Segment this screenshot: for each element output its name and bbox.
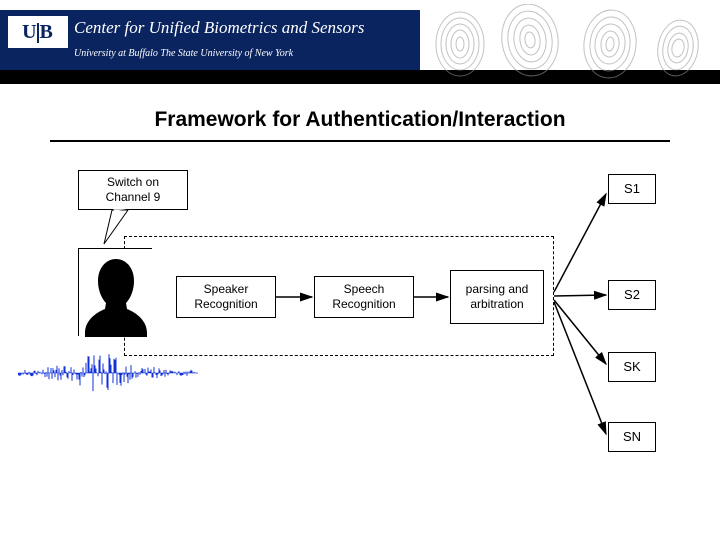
node-parsing-arbitration: parsing and arbitration xyxy=(450,270,544,324)
node-speech-recognition: Speech Recognition xyxy=(314,276,414,318)
audio-waveform xyxy=(18,348,198,398)
silhouette-icon xyxy=(79,249,153,337)
fingerprints-decor xyxy=(430,4,710,82)
slide: UB Center for Unified Biometrics and Sen… xyxy=(0,0,720,540)
node-s1: S1 xyxy=(608,174,656,204)
ub-logo: UB xyxy=(8,16,68,48)
speech-callout-text: Switch on Channel 9 xyxy=(83,175,183,205)
header: UB Center for Unified Biometrics and Sen… xyxy=(0,0,720,92)
page-title: Framework for Authentication/Interaction xyxy=(0,108,720,132)
node-sn: SN xyxy=(608,422,656,452)
header-subtitle: University at Buffalo The State Universi… xyxy=(74,48,293,59)
node-speaker-recognition: Speaker Recognition xyxy=(176,276,276,318)
speech-callout: Switch on Channel 9 xyxy=(78,170,188,210)
header-title: Center for Unified Biometrics and Sensor… xyxy=(74,18,364,38)
title-underline xyxy=(50,140,670,142)
node-s2: S2 xyxy=(608,280,656,310)
node-sk: SK xyxy=(608,352,656,382)
person-portrait xyxy=(78,248,152,336)
